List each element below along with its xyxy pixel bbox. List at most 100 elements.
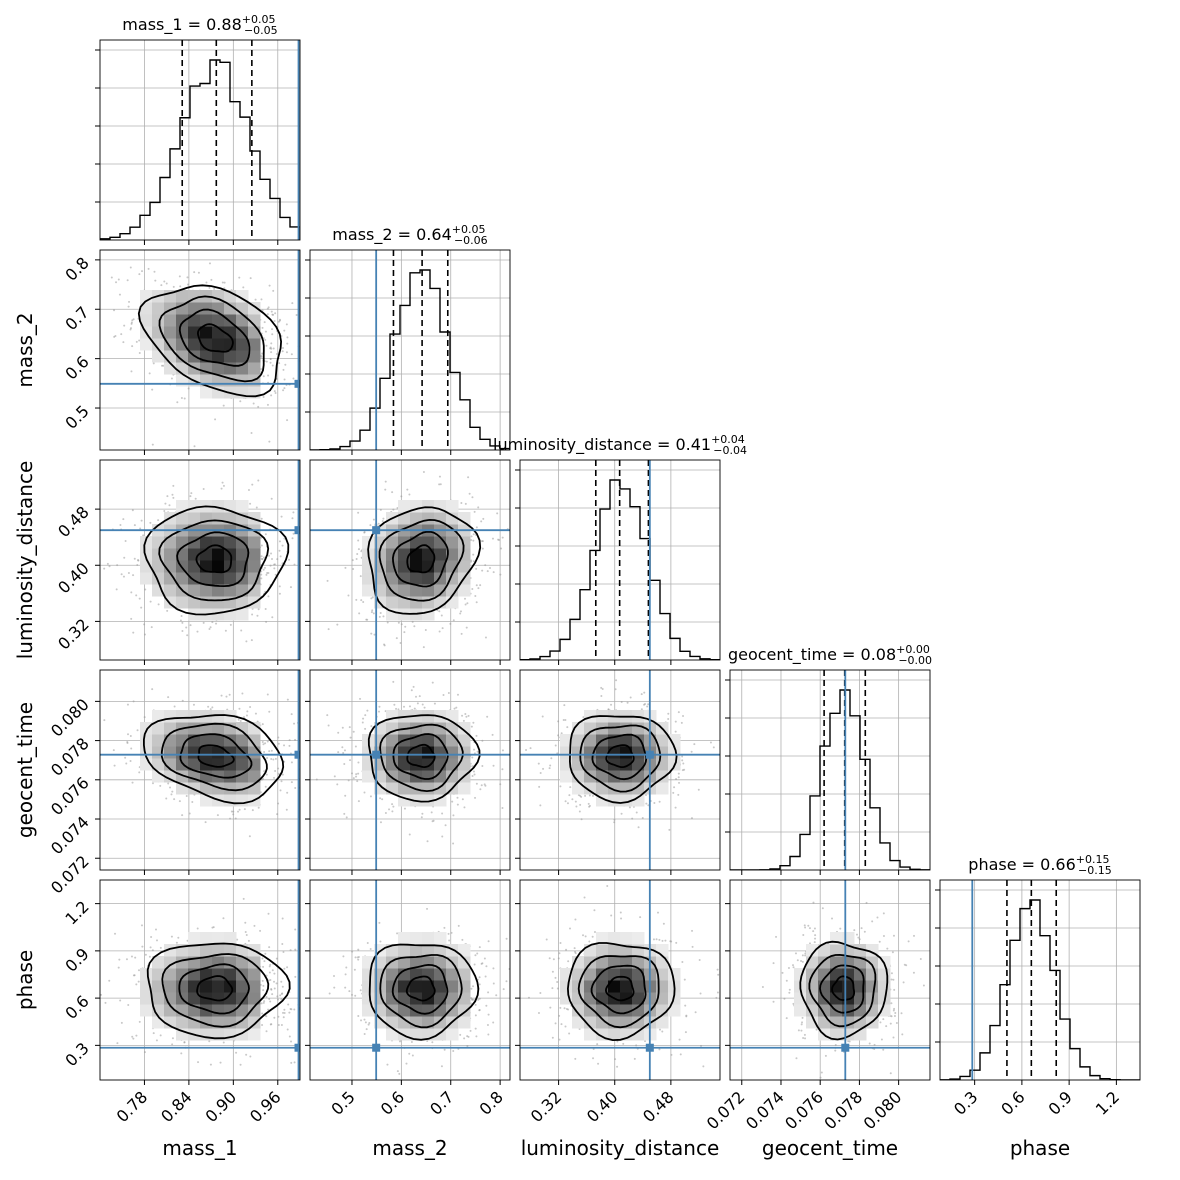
sample-point (370, 632, 373, 635)
sample-point (273, 319, 276, 322)
sample-point (127, 733, 130, 736)
sample-point (356, 553, 359, 556)
sample-point (260, 298, 263, 301)
sample-point (264, 607, 267, 610)
sample-point (343, 749, 346, 752)
sample-point (140, 606, 143, 609)
sample-point (106, 562, 109, 565)
sample-point (273, 563, 276, 566)
sample-point (336, 623, 339, 626)
sample-point (261, 723, 264, 726)
density-cell (236, 608, 249, 621)
sample-point (152, 362, 155, 365)
density-cell (152, 722, 165, 735)
sample-point (261, 326, 264, 329)
sample-point (302, 377, 304, 379)
sample-point (362, 717, 365, 720)
sample-point (629, 696, 632, 699)
sample-point (357, 548, 360, 551)
sample-point (291, 517, 294, 520)
sample-point (403, 631, 406, 634)
sample-point (245, 714, 248, 717)
sample-point (271, 328, 274, 331)
sample-point (474, 595, 477, 598)
sample-point (348, 726, 351, 729)
sample-point (220, 694, 223, 697)
axes-frame (99, 459, 301, 661)
sample-point (349, 759, 352, 762)
sample-point (481, 739, 484, 742)
sample-point (379, 797, 382, 800)
density-cell (224, 572, 237, 585)
density-cell (236, 548, 249, 561)
sample-point (645, 802, 648, 805)
sample-point (415, 695, 418, 698)
sample-point (331, 375, 333, 377)
sample-point (370, 725, 373, 728)
density-cell (446, 710, 459, 723)
sample-point (265, 620, 268, 623)
density-cell (446, 512, 459, 525)
sample-point (223, 281, 226, 284)
sample-point (301, 786, 303, 788)
sample-point (359, 697, 362, 700)
sample-point (411, 620, 414, 623)
sample-point (366, 709, 369, 712)
sample-point (452, 619, 455, 622)
density-cell (236, 734, 249, 747)
y-tick-label: 0.076 (47, 773, 93, 819)
sample-point (620, 812, 623, 815)
sample-point (354, 745, 357, 748)
sample-point (169, 786, 172, 789)
sample-point (473, 748, 476, 751)
sample-point (260, 517, 263, 520)
density-cell (140, 536, 153, 549)
sample-point (370, 597, 373, 600)
sample-point (641, 816, 644, 819)
sample-point (480, 784, 483, 787)
sample-point (264, 330, 267, 333)
density-cell (632, 722, 645, 735)
sample-point (257, 479, 260, 482)
sample-point (288, 739, 291, 742)
sample-point (283, 378, 286, 381)
sample-point (262, 1001, 265, 1004)
sample-point (480, 520, 483, 523)
sample-point (113, 764, 116, 767)
sample-point (270, 310, 273, 313)
sample-point (294, 787, 297, 790)
sample-point (274, 312, 277, 315)
sample-point (289, 586, 292, 589)
sample-point (141, 270, 144, 273)
sample-point (240, 629, 243, 632)
sample-point (163, 510, 166, 513)
sample-point (497, 538, 500, 541)
sample-point (277, 320, 280, 323)
sample-point (153, 270, 156, 273)
sample-point (151, 388, 154, 391)
sample-point (234, 817, 237, 820)
density-cell (176, 512, 189, 525)
density-cell (176, 596, 189, 609)
sample-point (286, 419, 289, 422)
density-cell (374, 572, 387, 585)
sample-point (549, 764, 552, 767)
sample-point (262, 568, 265, 571)
sample-point (315, 803, 317, 805)
sample-point (303, 566, 305, 568)
sample-point (472, 721, 475, 724)
sample-point (412, 685, 415, 688)
sample-point (548, 767, 551, 770)
density-cell (434, 548, 447, 561)
density-cell (200, 536, 213, 549)
density-cell (236, 500, 249, 513)
sample-point (236, 938, 239, 941)
sample-point (681, 759, 684, 762)
sample-point (239, 1063, 242, 1066)
density-cell (434, 770, 447, 783)
contour-line (179, 733, 253, 779)
sample-point (239, 400, 242, 403)
sample-point (248, 835, 251, 838)
sample-point (439, 483, 442, 486)
